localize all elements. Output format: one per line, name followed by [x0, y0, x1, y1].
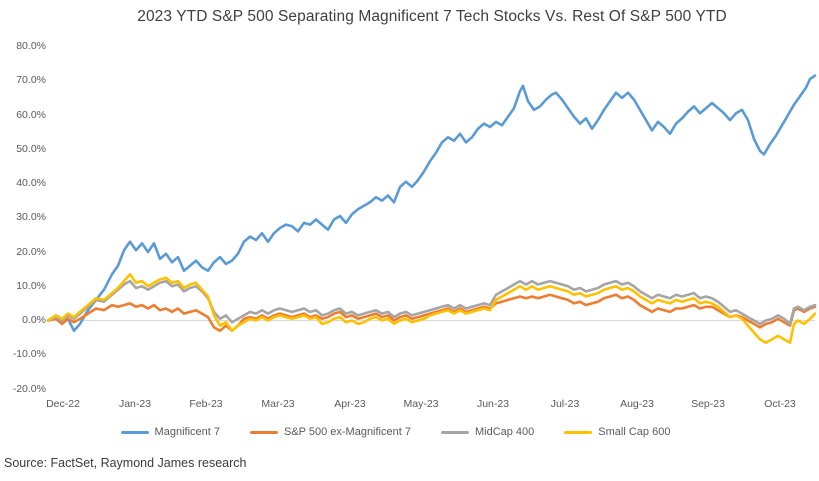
x-tick-label: May-23: [403, 398, 439, 410]
series-line-midcap-400: [46, 279, 817, 326]
legend-label: MidCap 400: [474, 426, 535, 438]
x-tick-label: Jul-23: [550, 398, 580, 410]
legend-item: Magnificent 7: [120, 426, 220, 438]
x-tick-label: Mar-23: [261, 398, 295, 410]
legend-line-swatch: [249, 430, 278, 434]
legend-label: Magnificent 7: [154, 426, 220, 438]
source-note: Source: FactSet, Raymond James research: [4, 456, 247, 470]
y-tick-label: -20.0%: [12, 382, 46, 395]
legend-line-swatch: [440, 430, 469, 434]
x-tick-label: Sep-23: [691, 398, 725, 410]
y-tick-label: 70.0%: [16, 74, 46, 87]
x-tick-label: Jan-23: [118, 398, 152, 410]
series-line-small-cap-600: [46, 272, 817, 345]
x-tick-label: Oct-23: [764, 398, 796, 410]
y-tick-label: 50.0%: [16, 142, 46, 155]
y-tick-label: 60.0%: [16, 108, 46, 121]
chart-title: 2023 YTD S&P 500 Separating Magnificent …: [137, 8, 727, 25]
legend-line-swatch: [564, 430, 593, 434]
x-tick-label: Dec-22: [46, 398, 80, 410]
x-tick-label: Feb-23: [189, 398, 223, 410]
legend-item: Small Cap 600: [564, 426, 670, 438]
y-tick-label: 20.0%: [16, 245, 46, 258]
legend-line-swatch: [120, 430, 149, 434]
y-tick-label: 30.0%: [16, 211, 46, 224]
y-tick-label: 10.0%: [16, 279, 46, 292]
y-tick-label: 40.0%: [16, 177, 46, 189]
legend-item: S&P 500 ex-Magnificent 7: [249, 426, 411, 438]
y-tick-label: -10.0%: [12, 348, 46, 361]
series-line-magnificent-7: [46, 74, 817, 333]
legend-label: S&P 500 ex-Magnificent 7: [283, 426, 411, 438]
x-tick-label: Apr-23: [334, 398, 366, 410]
legend-item: MidCap 400: [440, 426, 535, 438]
legend: Magnificent 7 S&P 500 ex-Magnificent 7 Mid…: [0, 426, 819, 438]
y-tick-label: 0.0%: [22, 314, 46, 326]
x-tick-label: Aug-23: [620, 398, 654, 410]
legend-label: Small Cap 600: [598, 426, 671, 438]
x-tick-label: Jun-23: [476, 398, 510, 410]
series-line-s-p-500-ex-magnificent-7: [46, 293, 817, 333]
y-tick-label: 80.0%: [16, 40, 46, 52]
